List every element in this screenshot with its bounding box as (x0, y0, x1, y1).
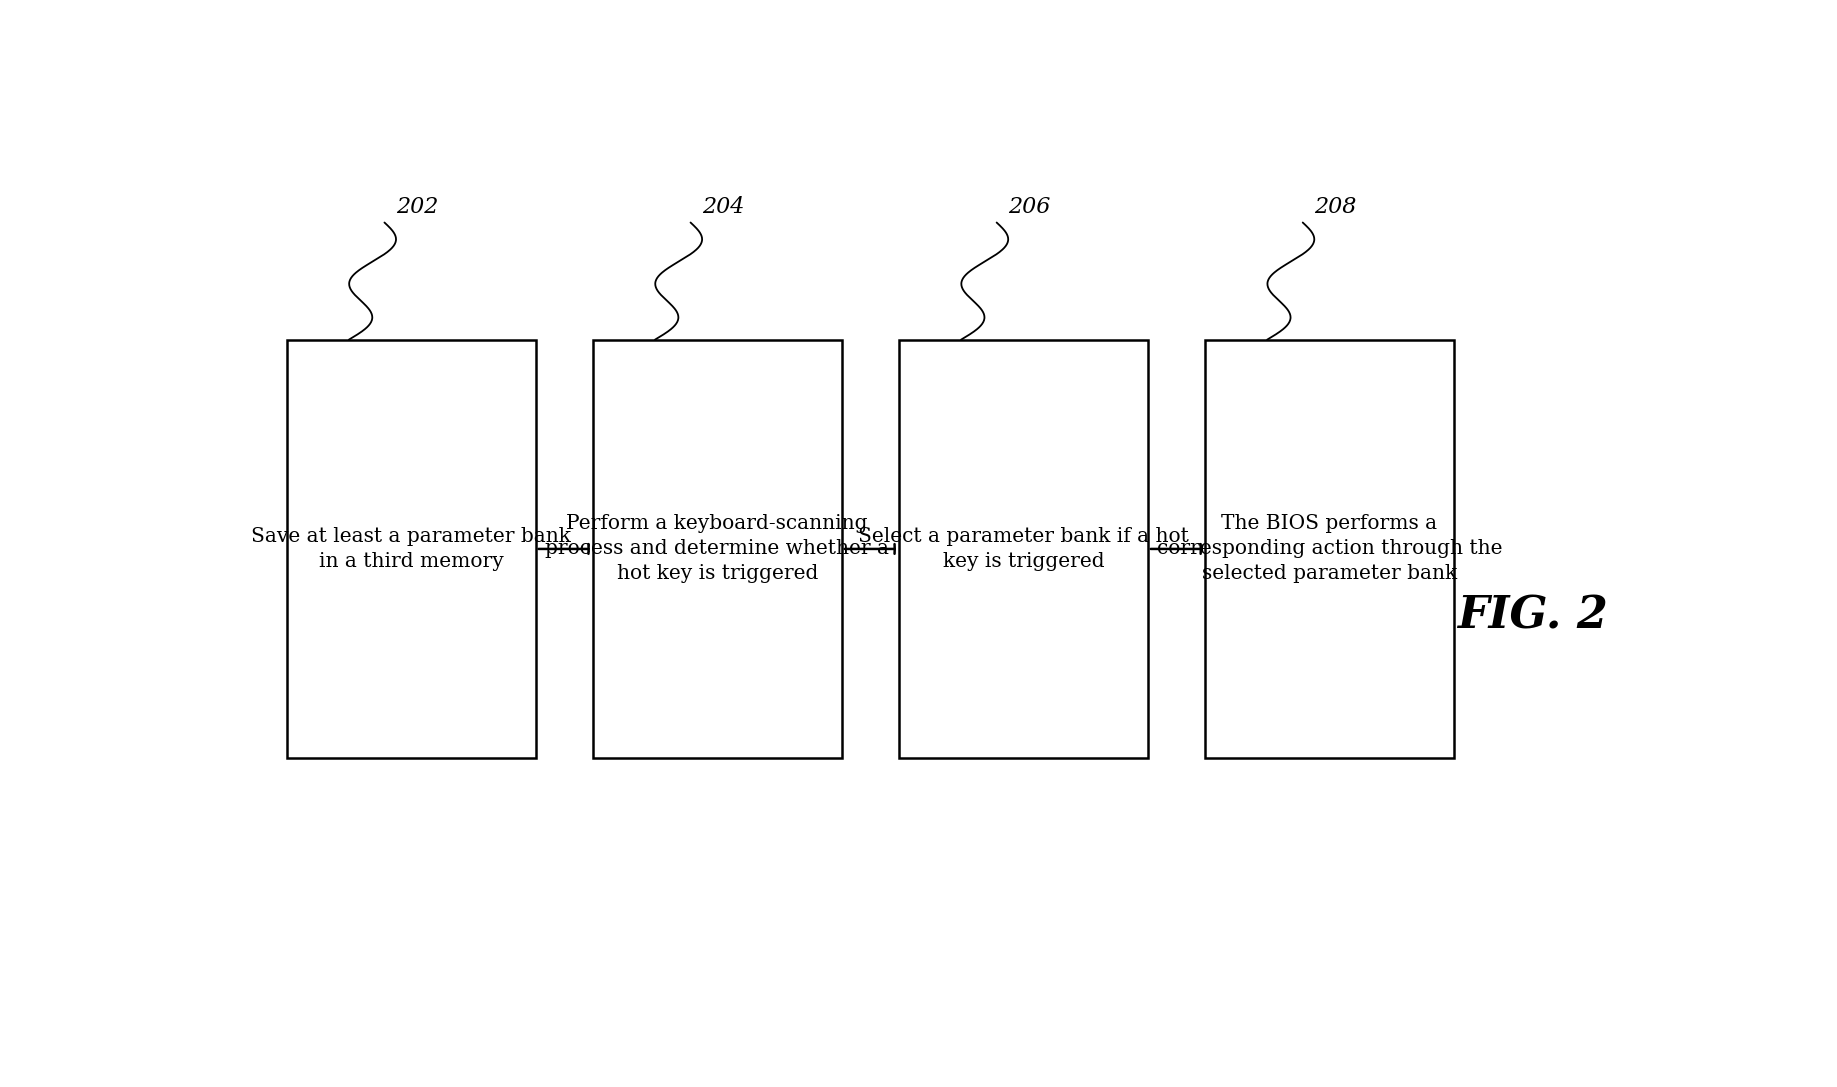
Text: 208: 208 (1313, 197, 1356, 218)
Text: Save at least a parameter bank
in a third memory: Save at least a parameter bank in a thir… (252, 527, 571, 571)
Bar (593, 339, 841, 759)
Text: 206: 206 (1009, 197, 1051, 218)
Text: The BIOS performs a
corresponding action through the
selected parameter bank: The BIOS performs a corresponding action… (1157, 514, 1503, 584)
Text: 204: 204 (702, 197, 744, 218)
Text: FIG. 2: FIG. 2 (1457, 595, 1607, 637)
Text: Perform a keyboard-scanning
process and determine whether a
hot key is triggered: Perform a keyboard-scanning process and … (546, 514, 889, 584)
Bar (898, 339, 1148, 759)
Bar (287, 339, 536, 759)
Text: 202: 202 (395, 197, 439, 218)
Text: Select a parameter bank if a hot
key is triggered: Select a parameter bank if a hot key is … (858, 527, 1189, 571)
Bar (1205, 339, 1455, 759)
